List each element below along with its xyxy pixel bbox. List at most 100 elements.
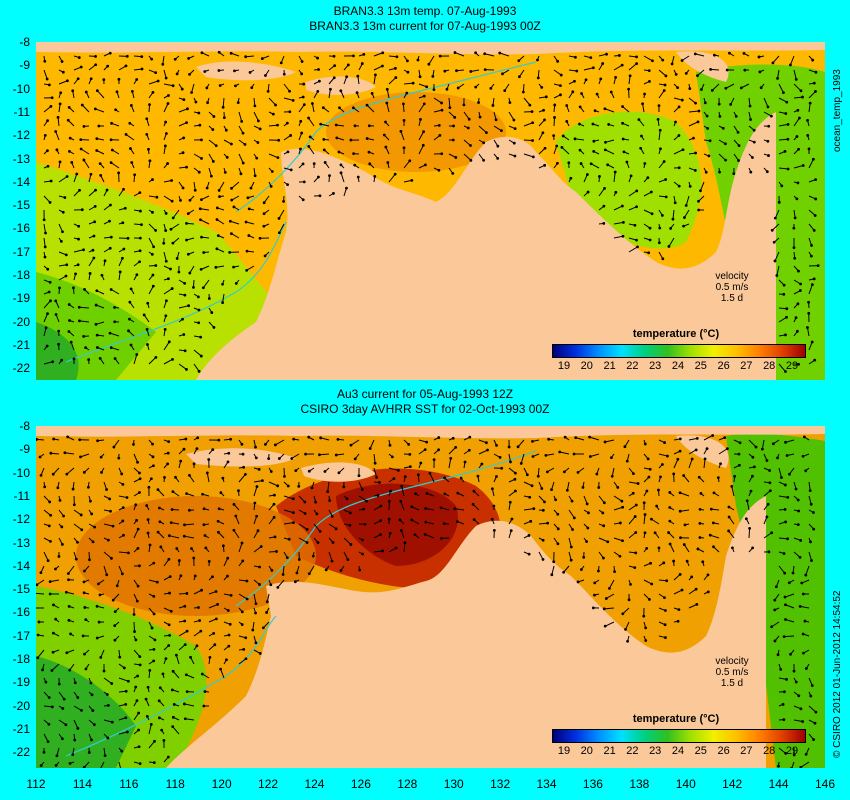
current-arrow-head: [453, 507, 457, 511]
current-arrow-head: [254, 611, 257, 615]
current-arrow-head: [39, 764, 43, 767]
current-arrow-head: [396, 469, 400, 472]
current-arrow-head: [212, 631, 216, 635]
current-arrow: [43, 551, 49, 561]
current-arrow-head: [154, 229, 158, 232]
current-arrow: [118, 565, 123, 575]
colorbar-tick: 28: [763, 745, 776, 757]
current-arrow-head: [428, 471, 432, 475]
current-arrow-head: [448, 106, 452, 110]
current-arrow-head: [90, 693, 94, 697]
current-arrow: [628, 63, 637, 71]
current-arrow: [583, 495, 588, 505]
current-arrow-head: [530, 110, 534, 114]
current-arrow-head: [164, 299, 168, 303]
current-arrow-head: [197, 111, 201, 115]
current-arrow-head: [733, 474, 737, 478]
current-arrow-head: [108, 219, 111, 223]
current-arrow-head: [801, 632, 805, 636]
current-arrow-head: [133, 173, 137, 177]
current-arrow: [328, 523, 337, 530]
current-arrow: [418, 145, 424, 155]
current-arrow-head: [614, 75, 618, 79]
current-arrow: [36, 592, 45, 595]
current-arrow-head: [634, 531, 638, 534]
current-arrow: [478, 449, 488, 455]
current-arrow-head: [90, 738, 93, 742]
current-arrow-head: [196, 436, 200, 440]
current-arrow: [193, 363, 200, 372]
current-arrow-head: [671, 217, 675, 221]
current-arrow-head: [437, 123, 441, 127]
current-arrow-head: [232, 205, 236, 209]
current-arrow: [808, 91, 816, 99]
current-arrow-head: [158, 520, 162, 524]
current-arrow-head: [326, 490, 330, 494]
current-arrow-head: [230, 186, 233, 190]
current-arrow-head: [662, 160, 666, 163]
current-arrow-head: [541, 508, 545, 512]
current-arrow: [448, 458, 452, 469]
longitude-tick: 130: [443, 777, 464, 791]
current-arrow-head: [183, 282, 187, 285]
current-arrow-head: [490, 517, 494, 521]
current-arrow-head: [152, 561, 156, 565]
current-arrow-head: [643, 531, 647, 535]
current-arrow-head: [72, 357, 76, 361]
current-arrow-head: [696, 547, 700, 551]
current-arrow: [774, 251, 780, 262]
current-arrow: [238, 593, 248, 600]
current-arrow-head: [814, 197, 818, 201]
current-arrow: [761, 439, 765, 450]
current-arrow-head: [44, 326, 48, 330]
current-arrow-head: [225, 155, 229, 159]
current-arrow-head: [273, 443, 277, 447]
bottom-velocity-legend: velocity 0.5 m/s 1.5 d: [702, 656, 762, 689]
current-arrow-head: [368, 162, 372, 166]
longitude-tick: 124: [304, 777, 325, 791]
current-arrow-head: [54, 567, 57, 571]
current-arrow: [163, 358, 173, 365]
current-arrow-head: [83, 569, 86, 573]
current-arrow-head: [299, 119, 303, 123]
current-arrow: [778, 467, 782, 478]
current-arrow-head: [647, 475, 651, 479]
current-arrow-head: [110, 148, 114, 152]
current-arrow: [478, 125, 487, 134]
current-arrow-head: [782, 690, 786, 694]
latitude-tick: -16: [12, 221, 30, 236]
current-arrow: [103, 565, 108, 575]
current-arrow: [148, 724, 152, 735]
current-arrow-head: [122, 533, 125, 537]
current-arrow-head: [197, 170, 201, 174]
current-arrow: [184, 535, 195, 539]
current-arrow: [403, 82, 414, 85]
current-arrow-head: [336, 437, 340, 441]
current-arrow-head: [798, 116, 801, 120]
current-arrow: [184, 523, 195, 526]
current-arrow-head: [156, 79, 160, 83]
current-arrow-head: [145, 328, 149, 331]
current-arrow-head: [468, 435, 472, 439]
current-arrow-head: [47, 524, 51, 528]
current-arrow-head: [64, 274, 68, 278]
current-arrow-head: [76, 263, 80, 267]
current-arrow-head: [696, 120, 700, 124]
current-arrow-head: [585, 173, 589, 176]
current-arrow-head: [297, 558, 301, 561]
current-arrow-head: [154, 71, 158, 75]
current-arrow-head: [643, 442, 647, 446]
current-arrow-head: [60, 60, 64, 63]
current-arrow-head: [299, 147, 302, 151]
current-arrow-head: [519, 462, 523, 465]
current-arrow-head: [157, 699, 161, 703]
current-arrow: [96, 90, 105, 99]
current-arrow-head: [166, 451, 170, 455]
current-arrow: [463, 153, 472, 161]
current-arrow: [175, 654, 180, 665]
current-arrow-head: [79, 65, 83, 69]
current-arrow-head: [813, 721, 817, 725]
current-arrow-head: [578, 105, 582, 109]
current-arrow-head: [664, 178, 668, 181]
current-arrow-head: [783, 483, 787, 487]
